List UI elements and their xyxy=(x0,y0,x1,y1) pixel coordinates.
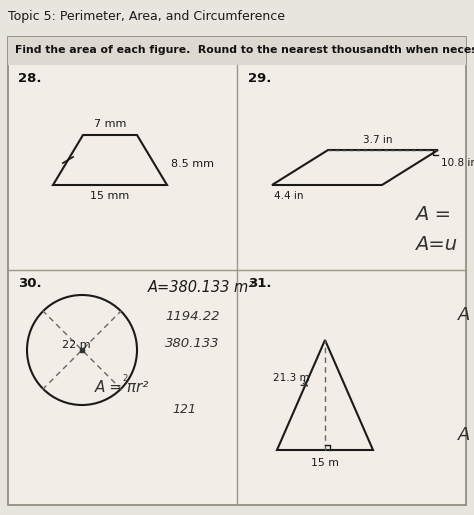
Text: 7 mm: 7 mm xyxy=(94,119,126,129)
Text: 15 m: 15 m xyxy=(311,458,339,468)
Text: 21.3 m: 21.3 m xyxy=(273,373,310,383)
Text: A=380.133 m²: A=380.133 m² xyxy=(148,280,255,295)
Text: A=u: A=u xyxy=(415,235,457,254)
Text: Find the area of each figure.  Round to the nearest thousandth when necessary.: Find the area of each figure. Round to t… xyxy=(15,45,474,55)
Text: 380.133: 380.133 xyxy=(165,337,219,350)
Text: 121: 121 xyxy=(172,403,196,416)
Text: 1194.22: 1194.22 xyxy=(165,310,219,323)
Text: 3.7 in: 3.7 in xyxy=(363,135,393,145)
Text: 10.8 in: 10.8 in xyxy=(441,158,474,167)
Text: 15 mm: 15 mm xyxy=(91,191,129,201)
Text: 2: 2 xyxy=(122,374,127,383)
Text: Topic 5: Perimeter, Area, and Circumference: Topic 5: Perimeter, Area, and Circumfere… xyxy=(8,10,285,23)
Text: A = πr²: A = πr² xyxy=(95,380,149,395)
Text: 4.4 in: 4.4 in xyxy=(274,191,303,201)
Bar xyxy=(8,37,466,65)
Text: 30.: 30. xyxy=(18,277,42,290)
Text: 31.: 31. xyxy=(248,277,272,290)
Text: 8.5 mm: 8.5 mm xyxy=(171,159,214,169)
Text: A =: A = xyxy=(415,205,451,225)
Text: A: A xyxy=(458,306,470,324)
Text: 22 m: 22 m xyxy=(62,340,91,350)
Text: A: A xyxy=(458,426,470,444)
Text: 29.: 29. xyxy=(248,72,272,85)
Text: 28.: 28. xyxy=(18,72,42,85)
